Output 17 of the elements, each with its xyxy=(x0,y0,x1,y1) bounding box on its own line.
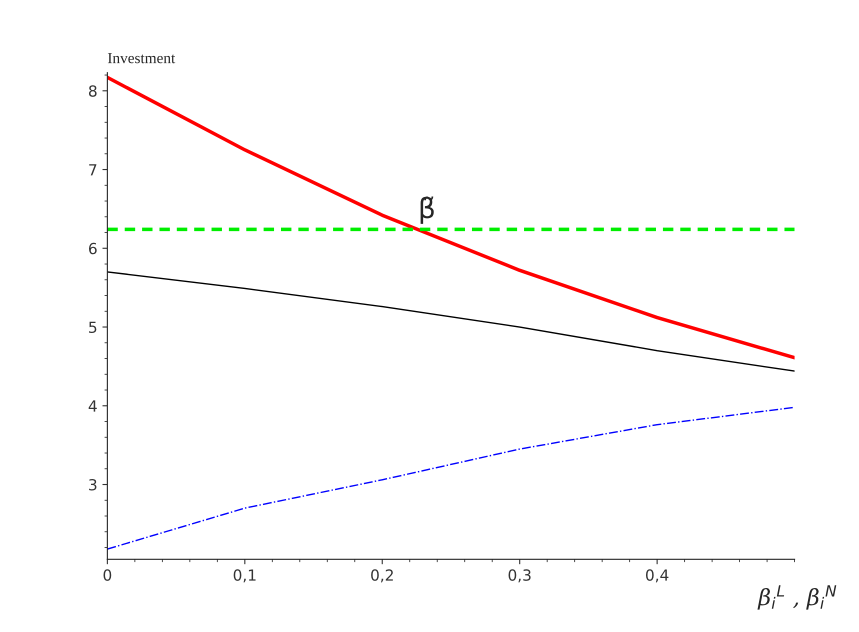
y-tick-label: 3 xyxy=(89,478,96,491)
x-tick-label: 0,4 xyxy=(646,569,668,582)
annotation: β̃ xyxy=(420,196,434,224)
y-tick-label: 8 xyxy=(88,85,97,97)
line-series xyxy=(107,271,795,372)
x-tick-label: 0,1 xyxy=(234,569,256,582)
line-series xyxy=(107,406,795,550)
line-series xyxy=(107,76,795,360)
y-axis-title: Investment xyxy=(108,53,176,64)
y-tick-label: 6 xyxy=(89,242,97,254)
y-tick-label: 5 xyxy=(89,322,96,334)
x-axis-title: β$_{i}$$^{L}$ , β$_{i}$$^{N}$ xyxy=(757,585,836,610)
x-tick-label: 0,3 xyxy=(508,569,531,582)
x-tick-label: 0,2 xyxy=(371,569,393,582)
y-tick-label: 7 xyxy=(89,164,96,176)
y-tick-label: 4 xyxy=(88,400,97,412)
x-tick-label: 0 xyxy=(104,569,112,581)
